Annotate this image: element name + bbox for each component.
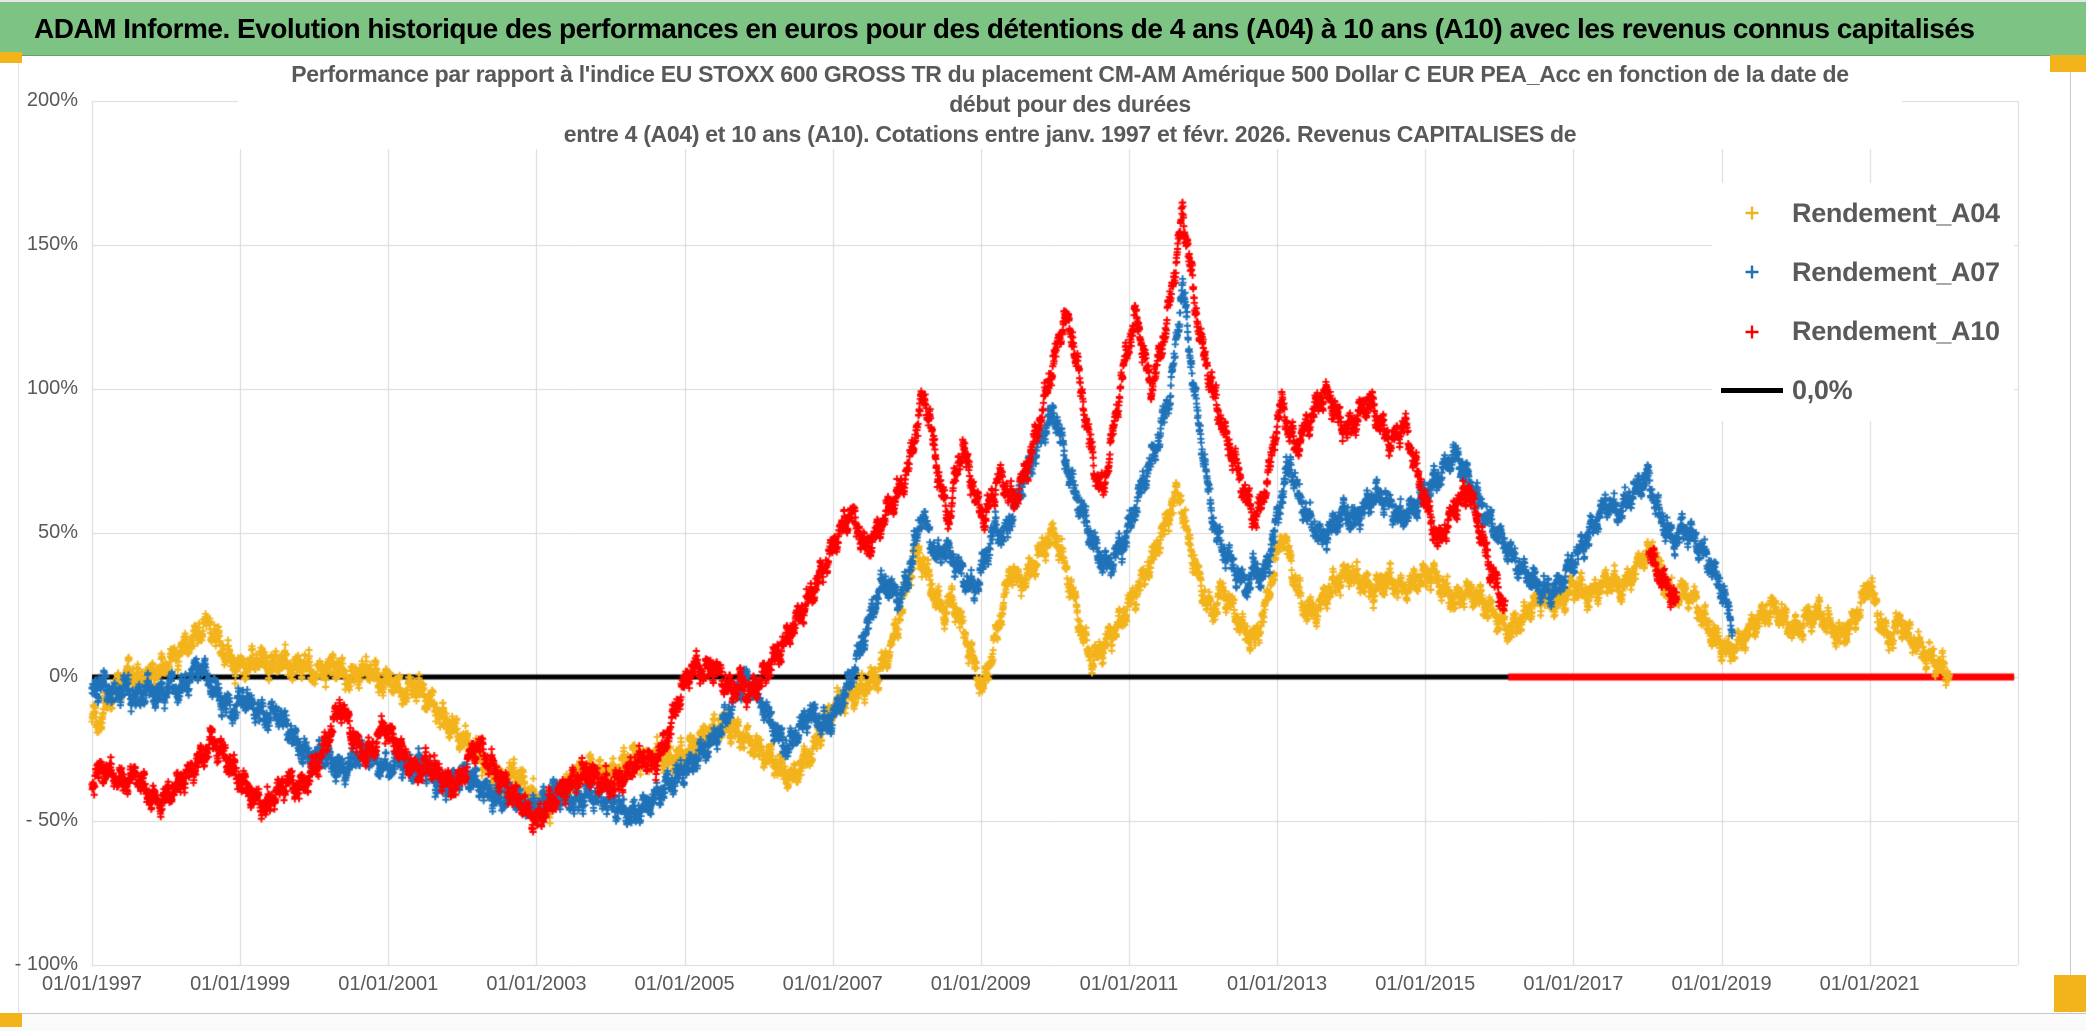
x-axis-label: 01/01/2001: [338, 973, 439, 995]
y-axis-label: 50%: [37, 521, 78, 543]
x-axis-label: 01/01/2015: [1375, 973, 1476, 995]
y-axis-label: 150%: [26, 233, 78, 255]
x-axis-label: 01/01/2011: [1079, 973, 1179, 995]
sheet-bottom-strip: [0, 1013, 2086, 1031]
y-axis-label: - 50%: [25, 809, 78, 831]
zero-line-icon: [1712, 388, 1792, 394]
amber-accent-top-left: [0, 52, 22, 63]
legend-label: Rendement_A04: [1792, 197, 2000, 228]
legend-label: Rendement_A07: [1792, 256, 2000, 287]
legend-item-rendement-a10[interactable]: Rendement_A10: [1712, 306, 2014, 358]
x-axis-label: 01/01/2019: [1671, 973, 1772, 995]
plus-marker-icon: [1712, 205, 1792, 221]
chart-title-line-3: entre 4 (A04) et 10 ans (A10). Cotations…: [563, 121, 1577, 147]
x-axis-label: 01/01/2013: [1227, 973, 1328, 995]
x-axis-label: 01/01/2003: [486, 973, 587, 995]
sheet-title-bar: ADAM Informe. Evolution historique des p…: [0, 0, 2086, 56]
y-axis-label: - 100%: [14, 953, 78, 975]
amber-accent-bottom-right: [2054, 975, 2086, 1012]
x-axis-label: 01/01/2007: [782, 973, 883, 995]
legend-item-rendement-a07[interactable]: Rendement_A07: [1712, 246, 2014, 298]
x-axis-label: 01/01/2017: [1523, 973, 1624, 995]
legend-item-rendement-a04[interactable]: Rendement_A04: [1712, 187, 2014, 239]
plus-marker-icon: [1712, 324, 1792, 340]
y-axis-label: 200%: [26, 89, 78, 111]
x-axis-label: 01/01/2005: [634, 973, 735, 995]
amber-accent-top-right: [2050, 55, 2086, 72]
amber-accent-bottom-left: [0, 1013, 22, 1027]
x-axis-label: 01/01/2009: [930, 973, 1031, 995]
y-axis-label: 100%: [26, 377, 78, 399]
x-axis-label: 01/01/1999: [190, 973, 291, 995]
plus-marker-icon: [1712, 264, 1792, 280]
x-axis-label: 01/01/1997: [41, 973, 143, 995]
x-axis-label: 01/01/2021: [1819, 973, 1920, 995]
legend[interactable]: Rendement_A04 Rendement_A07 Rendement_A10 0…: [1712, 183, 2014, 421]
legend-item-0-0-[interactable]: 0,0%: [1712, 365, 2014, 417]
legend-label: 0,0%: [1792, 375, 1853, 406]
sheet-title: ADAM Informe. Evolution historique des p…: [34, 12, 1975, 44]
legend-label: Rendement_A10: [1792, 316, 2000, 347]
y-axis-label: 0%: [49, 665, 78, 687]
chart-title: Performance par rapport à l'indice EU ST…: [238, 59, 1902, 149]
chart-title-line-2: début pour des durées: [949, 91, 1191, 117]
chart-title-line-1: Performance par rapport à l'indice EU ST…: [291, 61, 1849, 87]
